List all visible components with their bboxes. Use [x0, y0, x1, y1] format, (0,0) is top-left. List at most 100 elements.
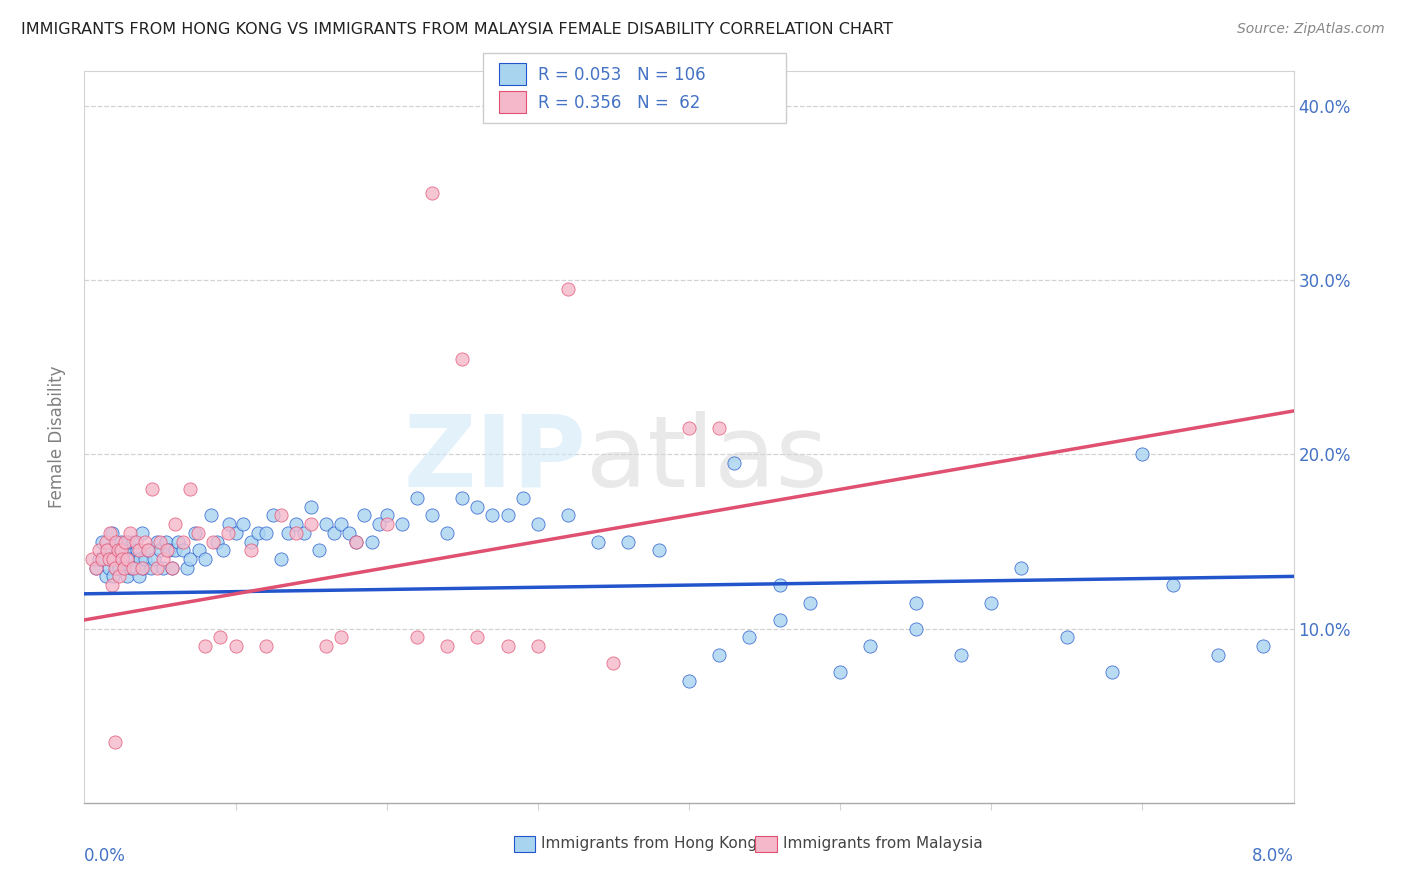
Point: [111, 543, 134, 558]
Text: atlas: atlas: [586, 410, 828, 508]
Point: [391, 517, 413, 532]
Point: [769, 578, 792, 592]
Point: [254, 525, 277, 540]
Point: [149, 543, 172, 558]
Point: [617, 534, 640, 549]
Point: [155, 534, 177, 549]
Point: [375, 517, 398, 532]
Point: [1132, 448, 1154, 462]
Point: [179, 483, 201, 497]
Point: [436, 525, 458, 540]
Point: [96, 543, 118, 558]
Point: [451, 351, 474, 366]
Point: [98, 552, 121, 566]
Point: [769, 613, 792, 627]
Point: [115, 552, 138, 566]
Point: [94, 569, 117, 583]
Point: [209, 631, 232, 645]
Point: [527, 517, 550, 532]
Point: [120, 560, 142, 574]
Text: Immigrants from Malaysia: Immigrants from Malaysia: [783, 836, 983, 851]
Point: [420, 186, 443, 201]
Point: [146, 560, 169, 574]
Point: [239, 543, 262, 558]
Point: [114, 534, 136, 549]
Point: [950, 648, 973, 662]
Y-axis label: Female Disability: Female Disability: [48, 366, 66, 508]
Point: [128, 569, 150, 583]
Point: [125, 534, 148, 549]
Point: [284, 525, 308, 540]
Point: [678, 421, 700, 435]
Point: [602, 657, 624, 671]
Point: [118, 552, 141, 566]
Point: [156, 543, 179, 558]
Point: [527, 639, 550, 653]
Point: [100, 525, 122, 540]
Point: [96, 543, 118, 558]
Point: [1161, 578, 1184, 592]
Point: [131, 560, 153, 574]
Point: [588, 534, 610, 549]
Text: Source: ZipAtlas.com: Source: ZipAtlas.com: [1237, 22, 1385, 37]
Point: [139, 560, 162, 574]
Point: [107, 543, 129, 558]
Point: [254, 639, 277, 653]
Point: [165, 543, 187, 558]
Point: [100, 578, 122, 592]
Text: IMMIGRANTS FROM HONG KONG VS IMMIGRANTS FROM MALAYSIA FEMALE DISABILITY CORRELAT: IMMIGRANTS FROM HONG KONG VS IMMIGRANTS …: [21, 22, 893, 37]
Point: [1101, 665, 1123, 680]
Point: [89, 543, 111, 558]
Point: [172, 534, 194, 549]
Point: [247, 525, 270, 540]
Point: [101, 569, 124, 583]
Point: [1253, 639, 1275, 653]
Text: R = 0.053   N = 106: R = 0.053 N = 106: [538, 66, 706, 85]
Point: [125, 560, 148, 574]
Point: [299, 517, 322, 532]
Point: [160, 560, 183, 574]
Point: [648, 543, 671, 558]
Point: [859, 639, 882, 653]
Text: R = 0.356   N =  62: R = 0.356 N = 62: [538, 95, 700, 112]
Point: [122, 552, 145, 566]
Point: [112, 560, 135, 574]
Point: [98, 525, 121, 540]
Point: [277, 525, 299, 540]
Point: [132, 560, 155, 574]
Point: [360, 534, 382, 549]
Point: [104, 735, 127, 749]
Point: [141, 483, 163, 497]
Point: [212, 543, 235, 558]
Point: [330, 517, 353, 532]
Point: [330, 631, 353, 645]
Point: [107, 543, 129, 558]
Point: [134, 552, 156, 566]
Point: [218, 517, 240, 532]
FancyBboxPatch shape: [499, 62, 526, 85]
Point: [292, 525, 315, 540]
Point: [104, 552, 127, 566]
Point: [512, 491, 534, 505]
Point: [91, 552, 114, 566]
Point: [239, 534, 262, 549]
Point: [678, 673, 700, 688]
Text: ZIP: ZIP: [404, 410, 586, 508]
Point: [112, 560, 135, 574]
Point: [270, 508, 292, 523]
Point: [91, 534, 114, 549]
Point: [89, 552, 111, 566]
Point: [118, 525, 141, 540]
Point: [183, 525, 205, 540]
Point: [105, 560, 128, 574]
Point: [322, 525, 344, 540]
Point: [129, 552, 152, 566]
Point: [134, 534, 156, 549]
Point: [187, 525, 209, 540]
Point: [179, 552, 201, 566]
Point: [117, 534, 139, 549]
Point: [557, 508, 579, 523]
Point: [114, 543, 136, 558]
Point: [337, 525, 360, 540]
Point: [86, 560, 108, 574]
